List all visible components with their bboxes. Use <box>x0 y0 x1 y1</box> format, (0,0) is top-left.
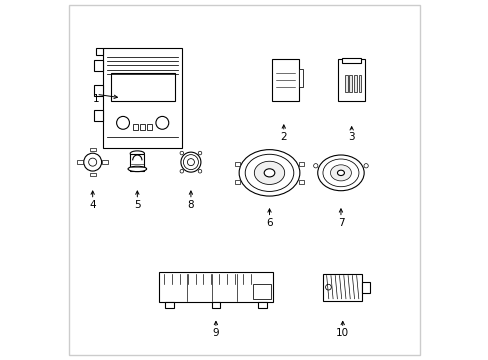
Ellipse shape <box>130 151 144 156</box>
Bar <box>323 274 362 301</box>
Text: 1: 1 <box>93 94 100 104</box>
Ellipse shape <box>128 166 146 172</box>
Bar <box>235 180 240 184</box>
Circle shape <box>88 158 97 166</box>
Circle shape <box>187 159 194 166</box>
Bar <box>353 75 356 93</box>
Text: 2: 2 <box>280 132 286 142</box>
Bar <box>110 73 175 102</box>
Bar <box>341 58 361 63</box>
Bar <box>344 75 347 93</box>
Bar <box>77 160 83 164</box>
Bar <box>94 85 103 96</box>
FancyBboxPatch shape <box>130 154 144 171</box>
Circle shape <box>325 284 331 290</box>
Text: 7: 7 <box>337 217 344 228</box>
Bar <box>298 69 303 87</box>
Circle shape <box>183 155 198 170</box>
Ellipse shape <box>337 170 344 176</box>
Text: 5: 5 <box>134 200 141 210</box>
Ellipse shape <box>330 165 351 181</box>
Bar <box>258 302 266 308</box>
Circle shape <box>116 116 129 129</box>
Circle shape <box>181 152 201 172</box>
Bar <box>102 160 108 164</box>
Text: 3: 3 <box>347 132 354 142</box>
Bar <box>94 60 103 71</box>
Ellipse shape <box>264 169 274 177</box>
Ellipse shape <box>244 154 293 192</box>
Circle shape <box>83 153 102 171</box>
Text: 6: 6 <box>265 217 272 228</box>
Ellipse shape <box>254 161 284 184</box>
Bar <box>165 302 173 308</box>
Bar <box>90 148 95 152</box>
FancyBboxPatch shape <box>103 48 182 148</box>
Bar <box>348 75 351 93</box>
Circle shape <box>156 116 168 129</box>
Text: 4: 4 <box>89 200 96 210</box>
Bar <box>253 284 271 299</box>
Bar <box>140 123 145 130</box>
Text: 8: 8 <box>187 200 194 210</box>
Bar <box>358 75 361 93</box>
Bar <box>90 173 95 176</box>
Text: 9: 9 <box>212 328 219 338</box>
FancyBboxPatch shape <box>338 59 365 100</box>
Circle shape <box>180 151 183 155</box>
Bar <box>133 123 138 130</box>
Circle shape <box>198 151 202 155</box>
Text: 10: 10 <box>335 328 348 338</box>
Circle shape <box>198 170 202 173</box>
Bar <box>211 302 220 308</box>
Ellipse shape <box>239 150 299 196</box>
Bar <box>147 123 152 130</box>
Ellipse shape <box>322 159 358 187</box>
Bar <box>272 59 298 100</box>
Bar <box>362 282 369 293</box>
Bar <box>298 180 303 184</box>
Bar <box>235 162 240 166</box>
Bar <box>298 162 303 166</box>
Bar <box>96 48 103 55</box>
Bar <box>94 111 103 121</box>
Bar <box>159 272 272 302</box>
Circle shape <box>180 170 183 173</box>
Ellipse shape <box>317 155 364 191</box>
